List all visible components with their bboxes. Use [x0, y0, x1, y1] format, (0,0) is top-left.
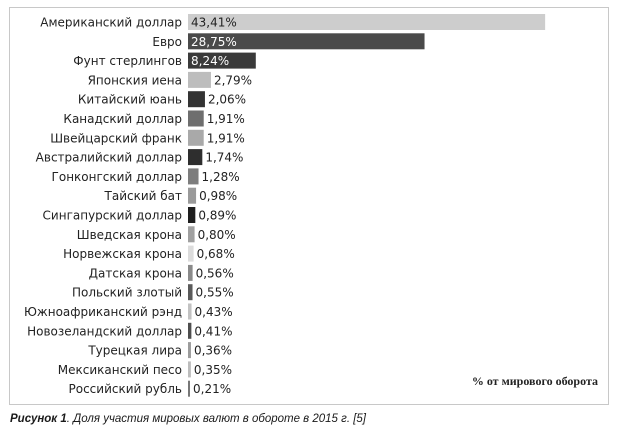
value-label: 0,41%	[194, 324, 232, 338]
bar-2	[188, 33, 425, 50]
x-axis-label: % от мирового оборота	[472, 374, 598, 388]
category-label: Фунт стерлингов	[73, 54, 182, 68]
category-label: Китайский юань	[78, 93, 182, 107]
category-label: Японския иена	[88, 73, 182, 87]
bar-8	[188, 149, 203, 166]
bar-9	[188, 168, 199, 185]
value-label: 1,91%	[207, 112, 245, 126]
category-label: Тайский бат	[104, 189, 182, 203]
caption-text: . Доля участия мировых валют в обороте в…	[66, 413, 366, 425]
bar-7	[188, 129, 204, 146]
category-label: Американский доллар	[40, 16, 182, 30]
category-label: Турецкая лира	[87, 344, 182, 358]
bar-17	[188, 322, 192, 339]
bar-19	[188, 361, 191, 378]
bar-6	[188, 110, 204, 127]
value-label: 0,80%	[198, 228, 236, 242]
value-label: 1,28%	[202, 170, 240, 184]
currency-share-chart: % от мирового оборота Американский долла…	[24, 14, 598, 397]
category-label: Норвежская крона	[63, 247, 182, 261]
category-label: Новозеландский доллар	[27, 324, 182, 338]
value-label: 0,89%	[198, 209, 236, 223]
bar-11	[188, 207, 196, 223]
category-label: Сингапурский доллар	[43, 209, 182, 223]
bar-10	[188, 187, 197, 204]
bar-20	[188, 380, 190, 397]
bar-12	[188, 226, 195, 243]
bar-5	[188, 91, 205, 108]
category-label: Польский злотый	[72, 286, 182, 300]
bar-1	[188, 14, 546, 30]
value-label: 0,21%	[193, 382, 231, 396]
category-label: Австралийский доллар	[36, 151, 182, 165]
figure-caption: Рисунок 1. Доля участия мировых валют в …	[10, 413, 366, 425]
category-label: Южноафриканский рэнд	[24, 305, 182, 319]
value-label: 1,91%	[207, 131, 245, 145]
value-label: 28,75%	[191, 35, 237, 49]
value-label: 0,55%	[196, 286, 234, 300]
bar-16	[188, 303, 192, 320]
category-label: Швейцарский франк	[50, 131, 182, 145]
value-label: 0,35%	[194, 363, 232, 377]
value-label: 2,06%	[208, 93, 246, 107]
bar-4	[188, 71, 211, 88]
value-label: 0,36%	[194, 344, 232, 358]
chart-frame	[9, 7, 609, 405]
bar-15	[188, 284, 193, 301]
value-label: 0,43%	[195, 305, 233, 319]
caption-label: Рисунок 1	[10, 413, 67, 425]
value-label: 0,56%	[196, 266, 234, 280]
value-label: 0,68%	[197, 247, 235, 261]
value-label: 43,41%	[191, 16, 237, 30]
bar-3	[188, 52, 256, 69]
category-label: Мексиканский песо	[58, 363, 182, 377]
value-label: 8,24%	[191, 54, 229, 68]
category-label: Гонконгский доллар	[52, 170, 182, 184]
category-label: Шведская крона	[77, 228, 182, 242]
category-label: Датская крона	[89, 266, 182, 280]
bar-13	[188, 245, 194, 262]
category-label: Канадский доллар	[63, 112, 182, 126]
value-label: 0,98%	[199, 189, 237, 203]
category-label: Евро	[152, 35, 182, 49]
value-label: 2,79%	[214, 73, 252, 87]
value-label: 1,74%	[205, 151, 243, 165]
bar-18	[188, 342, 191, 359]
bar-14	[188, 264, 193, 281]
category-label: Российский рубль	[69, 382, 183, 396]
